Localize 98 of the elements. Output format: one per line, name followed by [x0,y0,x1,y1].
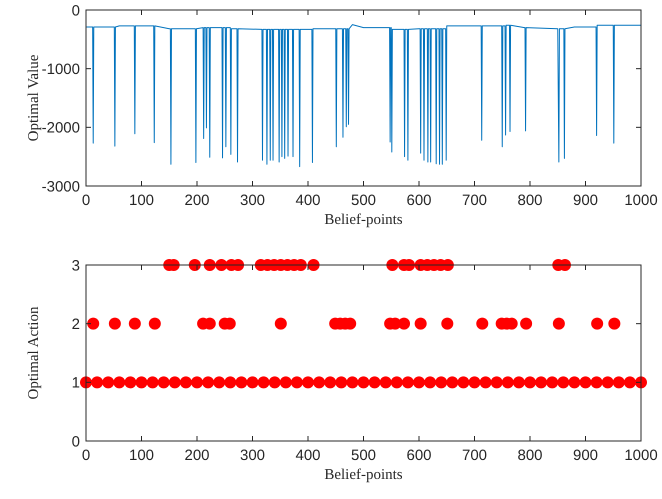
point [202,376,214,388]
point [524,376,536,388]
point [402,376,414,388]
point [335,376,348,388]
x-tick-label: 1000 [624,447,658,464]
y-tick-label: 0 [72,433,80,450]
point [308,259,320,271]
point [268,376,281,388]
point [346,376,358,388]
x-tick-label: 700 [462,447,488,464]
x-tick-label: 600 [406,447,432,464]
x-tick-label: 300 [240,447,266,464]
point [413,376,425,388]
point [441,318,454,330]
point [136,376,148,388]
x-tick-label: 100 [128,192,154,209]
point [204,259,216,271]
x-tick-label: 600 [406,192,432,209]
point [128,318,141,330]
x-tick-label: 1000 [624,192,658,209]
point [280,376,292,388]
x-tick-label: 700 [462,192,488,209]
point [368,376,381,388]
point [188,259,201,271]
x-axis-title: Belief-points [324,467,403,483]
point [302,376,314,388]
line-series [86,24,642,168]
point [624,376,636,388]
point [512,376,525,388]
point [568,376,580,388]
point [224,376,236,388]
y-tick-label: -3000 [42,178,80,196]
point [148,318,161,330]
point [476,318,488,330]
y-tick-label: 0 [72,2,80,20]
point [535,376,548,388]
point [324,376,336,388]
point [591,318,604,330]
point [468,376,480,388]
point [108,318,121,330]
x-tick-label: 500 [350,192,376,209]
point [557,376,570,388]
y-tick-label: 2 [72,316,80,333]
point [102,376,114,388]
point [608,318,620,330]
point [246,376,258,388]
x-tick-label: 800 [517,192,543,209]
y-axis-title: Optimal Action [26,306,42,400]
y-tick-label: 1 [72,374,80,392]
point [168,376,181,388]
point [457,376,470,388]
point [502,376,514,388]
x-axis-title: Belief-points [324,212,403,228]
point [274,318,287,330]
x-tick-label: 200 [184,447,210,464]
point [91,376,104,388]
x-tick-label: 100 [128,447,154,464]
point [358,376,370,388]
point [414,318,427,330]
point [180,376,192,388]
point [290,376,303,388]
point [424,376,436,388]
point [612,376,625,388]
y-tick-label: -2000 [42,120,80,137]
point [213,376,226,388]
y-tick-label: 3 [72,257,80,274]
point [146,376,159,388]
x-tick-label: 500 [350,447,376,464]
x-tick-label: 300 [240,192,266,209]
point [390,376,403,388]
x-tick-label: 900 [572,192,598,209]
point [235,376,248,388]
point [398,318,410,330]
x-tick-label: 800 [517,447,543,464]
point [446,376,458,388]
x-tick-label: 400 [295,192,321,209]
x-tick-label: 900 [572,447,598,464]
point [313,376,326,388]
point [490,376,503,388]
point [158,376,170,388]
point [552,318,565,330]
y-axis-title: Optimal Value [26,54,42,142]
point [590,376,603,388]
point [435,376,448,388]
x-tick-label: 400 [295,447,321,464]
point [520,318,532,330]
point [380,376,392,388]
point [113,376,126,388]
point [580,376,592,388]
point [258,376,270,388]
point [124,376,136,388]
point [87,318,100,330]
y-tick-label: -1000 [42,60,80,78]
point [191,376,203,388]
x-tick-label: 200 [184,192,210,209]
point [602,376,614,388]
point [480,376,492,388]
point [546,376,558,388]
